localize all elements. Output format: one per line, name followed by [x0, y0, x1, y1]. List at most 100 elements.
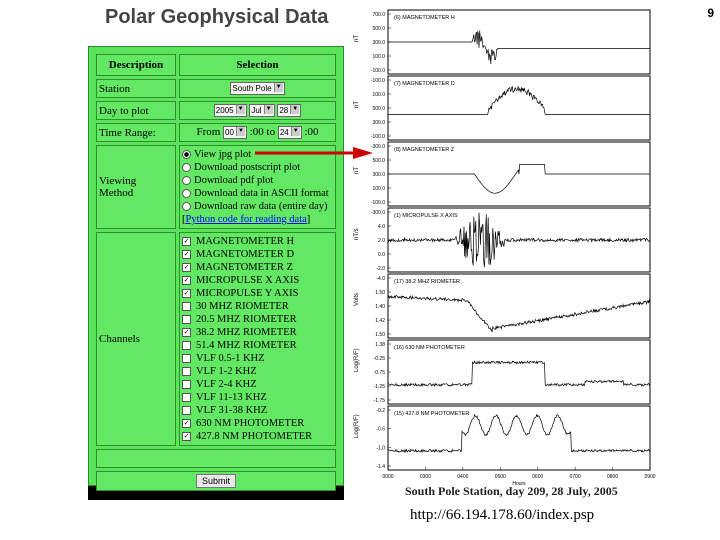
checkbox[interactable]: ✓: [182, 263, 191, 272]
channel-item[interactable]: ✓ MICROPULSE X AXIS: [182, 274, 333, 287]
time-to-select[interactable]: 24 ▼: [277, 126, 302, 139]
red-arrow-icon: [255, 147, 373, 159]
y-tick-label: 0.0: [378, 252, 385, 258]
viewing-option[interactable]: View jpg plot: [182, 148, 333, 161]
radio-button[interactable]: [182, 150, 191, 159]
panel-title: (1) MICROPULSE X AXIS: [394, 213, 458, 219]
station-label: Station: [96, 79, 176, 98]
radio-button[interactable]: [182, 176, 191, 185]
channel-label: VLF 0.5-1 KHZ: [196, 353, 265, 364]
channel-item[interactable]: ✓ 38.2 MHZ RIOMETER: [182, 326, 333, 339]
channel-item[interactable]: 20.5 MHZ RIOMETER: [182, 313, 333, 326]
panel-trace: [388, 164, 650, 194]
month-select[interactable]: Jul ▼: [249, 104, 275, 117]
x-tick-label: 0300: [420, 474, 431, 480]
y-tick-label: 1.50: [375, 332, 385, 338]
panel-trace: [388, 85, 650, 115]
checkbox[interactable]: ✓: [182, 276, 191, 285]
panel-trace: [387, 294, 651, 333]
y-tick-label: -0.6: [376, 427, 385, 433]
year-select[interactable]: 2005 ▼: [213, 104, 247, 117]
channel-item[interactable]: ✓ MICROPULSE Y AXIS: [182, 287, 333, 300]
checkbox[interactable]: ✓: [182, 432, 191, 441]
radio-button[interactable]: [182, 163, 191, 172]
viewing-option[interactable]: Download raw data (entire day): [182, 200, 333, 213]
channel-item[interactable]: ✓ MAGNETOMETER Z: [182, 261, 333, 274]
plot-panel: [387, 273, 651, 339]
checkbox[interactable]: [182, 302, 191, 311]
viewing-options: View jpg plot Download postscript plot Dow…: [179, 145, 336, 229]
time-from-select[interactable]: 00 ▼: [223, 126, 247, 139]
channel-item[interactable]: 51.4 MHZ RIOMETER: [182, 339, 333, 352]
checkbox[interactable]: [182, 341, 191, 350]
channel-item[interactable]: ✓ 427.8 NM PHOTOMETER: [182, 430, 333, 443]
panel-trace: [388, 30, 650, 65]
python-code-link[interactable]: Python code for reading data: [185, 214, 307, 225]
channel-label: 630 NM PHOTOMETER: [196, 418, 305, 429]
channel-item[interactable]: ✓ 630 NM PHOTOMETER: [182, 417, 333, 430]
page-title: Polar Geophysical Data: [105, 6, 329, 28]
y-tick-label: 500.0: [372, 158, 385, 164]
channel-label: MICROPULSE X AXIS: [196, 275, 300, 286]
viewing-option-label: Download raw data (entire day): [194, 201, 328, 212]
panel-title: (16) 630 NM PHOTOMETER: [394, 345, 465, 351]
day-label: Day to plot: [96, 101, 176, 120]
panel-unit: Volts: [354, 293, 360, 306]
checkbox[interactable]: [182, 380, 191, 389]
viewing-option[interactable]: Download postscript plot: [182, 161, 333, 174]
panel-trace: [387, 360, 651, 388]
plot-panel: [387, 339, 651, 405]
channel-item[interactable]: VLF 1-2 KHZ: [182, 365, 333, 378]
panel-unit: nT: [354, 35, 360, 42]
panel-title: (7) MAGNETOMETER D: [394, 81, 455, 87]
checkbox[interactable]: ✓: [182, 289, 191, 298]
x-tick-label: 0600: [532, 474, 543, 480]
channel-label: VLF 1-2 KHZ: [196, 366, 257, 377]
x-tick-label: 0500: [495, 474, 506, 480]
channel-label: 20.5 MHZ RIOMETER: [196, 314, 297, 325]
channel-item[interactable]: VLF 2-4 KHZ: [182, 378, 333, 391]
channel-item[interactable]: VLF 11-13 KHZ: [182, 391, 333, 404]
checkbox[interactable]: ✓: [182, 328, 191, 337]
checkbox[interactable]: [182, 393, 191, 402]
channel-label: MAGNETOMETER H: [196, 236, 295, 247]
time-sep: :00: [304, 126, 319, 139]
y-tick-label: -4.0: [376, 276, 385, 282]
checkbox[interactable]: ✓: [182, 237, 191, 246]
page-number: 9: [707, 6, 714, 20]
channel-item[interactable]: 30 MHZ RIOMETER: [182, 300, 333, 313]
y-tick-label: -1.0: [376, 445, 385, 451]
y-tick-label: -0.2: [376, 408, 385, 414]
x-tick-label: 0000: [382, 474, 393, 480]
channel-item[interactable]: VLF 31-38 KHZ: [182, 404, 333, 417]
submit-button[interactable]: Submit: [195, 474, 236, 488]
channel-label: MAGNETOMETER D: [196, 249, 295, 260]
x-tick-label: 0800: [607, 474, 618, 480]
y-tick-label: 500.0: [372, 106, 385, 112]
checkbox[interactable]: [182, 367, 191, 376]
day-select[interactable]: 28 ▼: [277, 104, 302, 117]
plot-panel: [387, 75, 651, 141]
channels-label: Channels: [96, 232, 176, 446]
y-tick-label: 1.50: [375, 290, 385, 296]
station-select[interactable]: South Pole ▼: [230, 82, 285, 95]
channel-item[interactable]: ✓ MAGNETOMETER H: [182, 235, 333, 248]
checkbox[interactable]: [182, 354, 191, 363]
viewing-option[interactable]: Download data in ASCII format: [182, 187, 333, 200]
radio-button[interactable]: [182, 202, 191, 211]
y-tick-label: 1.38: [375, 342, 385, 348]
channel-item[interactable]: ✓ MAGNETOMETER D: [182, 248, 333, 261]
channel-item[interactable]: VLF 0.5-1 KHZ: [182, 352, 333, 365]
y-tick-label: -1.25: [374, 384, 386, 390]
time-from-label: From: [196, 126, 221, 139]
header-selection: Selection: [179, 54, 336, 76]
checkbox[interactable]: [182, 406, 191, 415]
viewing-option-label: Download data in ASCII format: [194, 188, 329, 199]
viewing-option[interactable]: Download pdf plot: [182, 174, 333, 187]
y-tick-label: 1.42: [375, 318, 385, 324]
checkbox[interactable]: [182, 315, 191, 324]
viewing-method-label: Viewing Method: [96, 145, 176, 229]
checkbox[interactable]: ✓: [182, 250, 191, 259]
radio-button[interactable]: [182, 189, 191, 198]
checkbox[interactable]: ✓: [182, 419, 191, 428]
